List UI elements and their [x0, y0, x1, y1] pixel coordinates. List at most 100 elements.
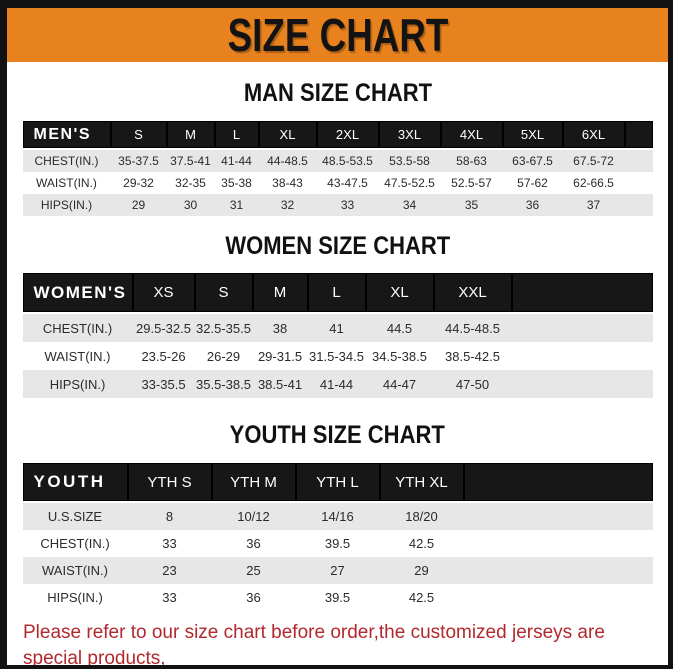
size-value: 38: [272, 320, 288, 336]
size-value: 8: [165, 509, 174, 524]
size-value: 36: [246, 536, 261, 551]
row-filler: [512, 313, 653, 342]
size-value: 42.5: [408, 590, 435, 605]
youth-section-heading-text: YOUTH SIZE CHART: [229, 421, 446, 449]
size-value: 29: [414, 563, 429, 578]
youth-section-heading: YOUTH SIZE CHART: [7, 421, 668, 449]
order-disclaimer-note: Please refer to our size chart before or…: [7, 620, 668, 669]
row-label: WAIST(IN.): [42, 563, 108, 578]
column-header: L: [307, 273, 366, 314]
youth-size-table: YOUTH YTH S YTH M YTH L YTH XL U.S.SIZE 8 10/1…: [22, 463, 653, 611]
column-header: 4XL: [440, 121, 503, 150]
youth-table-header-row: YOUTH YTH S YTH M YTH L YTH XL: [22, 463, 653, 503]
row-filler: [464, 530, 653, 557]
size-value: 31.5-34.5: [309, 348, 364, 364]
size-value: 30: [183, 198, 198, 212]
size-value: 67.5-72: [573, 154, 614, 168]
size-value: 41-44: [221, 154, 252, 168]
size-value: 35.5-38.5: [196, 376, 251, 392]
row-filler: [625, 172, 653, 194]
size-value: 18/20: [405, 509, 438, 524]
column-header: 5XL: [502, 121, 563, 150]
row-label: CHEST(IN.): [34, 154, 99, 168]
size-value: 29.5-32.5: [136, 320, 191, 336]
size-value: 23.5-26: [141, 348, 186, 364]
size-value: 43-47.5: [327, 176, 368, 190]
men-section-heading: MAN SIZE CHART: [7, 79, 668, 107]
size-value: 41: [329, 320, 344, 336]
size-value: 23: [162, 563, 177, 578]
size-value: 26-29: [206, 348, 241, 364]
table-row: WAIST(IN.) 23.5-26 26-29 29-31.5 31.5-34.5 34…: [22, 342, 653, 370]
row-label: HIPS(IN.): [49, 376, 106, 392]
row-label: HIPS(IN.): [47, 590, 103, 605]
column-header: 3XL: [378, 121, 441, 150]
size-value: 39.5: [324, 590, 351, 605]
size-value: 57-62: [517, 176, 548, 190]
table-row: WAIST(IN.) 29-32 32-35 35-38 38-43 43-47.5 47.…: [22, 172, 653, 194]
column-header: 2XL: [316, 121, 379, 150]
table-group-label: YOUTH: [22, 463, 128, 503]
column-header: XL: [365, 273, 434, 314]
row-filler: [512, 370, 653, 398]
table-row: U.S.SIZE 8 10/12 14/16 18/20: [22, 502, 653, 530]
column-header: XL: [258, 121, 317, 150]
column-header: S: [110, 121, 167, 150]
table-group-label: WOMEN'S: [22, 273, 133, 314]
column-header: YTH S: [127, 463, 212, 503]
row-filler: [464, 557, 653, 584]
column-header: 6XL: [562, 121, 625, 150]
size-value: 35-38: [221, 176, 252, 190]
table-row: WAIST(IN.) 23 25 27 29: [22, 557, 653, 584]
size-value: 33: [340, 198, 355, 212]
size-value: 52.5-57: [451, 176, 492, 190]
size-value: 25: [246, 563, 261, 578]
table-group-label: MEN'S: [22, 121, 111, 150]
disclaimer-line-1: Please refer to our size chart before or…: [23, 622, 605, 669]
size-value: 34: [402, 198, 417, 212]
header-filler: [463, 463, 653, 503]
column-header: YTH M: [211, 463, 296, 503]
table-row: HIPS(IN.) 33-35.5 35.5-38.5 38.5-41 41-44 44-…: [22, 370, 653, 398]
men-section-heading-text: MAN SIZE CHART: [243, 79, 432, 107]
men-size-table: MEN'S S M L XL 2XL 3XL 4XL 5XL 6XL CHEST(IN.) 35-3…: [22, 121, 653, 216]
table-row: HIPS(IN.) 33 36 39.5 42.5: [22, 584, 653, 611]
size-value: 35-37.5: [118, 154, 159, 168]
title-banner: SIZE CHART: [7, 8, 668, 62]
row-label: CHEST(IN.): [42, 320, 113, 336]
size-value: 29-31.5: [257, 348, 303, 364]
women-section-heading-text: WOMEN SIZE CHART: [225, 232, 450, 260]
column-header: YTH L: [295, 463, 380, 503]
size-value: 44.5-48.5: [445, 320, 500, 336]
size-value: 42.5: [408, 536, 435, 551]
row-label: HIPS(IN.): [40, 198, 93, 212]
size-value: 44-47: [382, 376, 417, 392]
row-filler: [625, 149, 653, 172]
size-value: 63-67.5: [512, 154, 553, 168]
row-filler: [464, 584, 653, 611]
size-value: 29-32: [123, 176, 154, 190]
men-table-header-row: MEN'S S M L XL 2XL 3XL 4XL 5XL 6XL: [22, 121, 653, 150]
row-label: WAIST(IN.): [36, 176, 97, 190]
size-value: 36: [246, 590, 261, 605]
column-header: YTH XL: [379, 463, 464, 503]
size-value: 31: [229, 198, 244, 212]
row-filler: [625, 194, 653, 216]
size-value: 36: [525, 198, 540, 212]
size-value: 47.5-52.5: [384, 176, 435, 190]
column-header: M: [166, 121, 215, 150]
page-title: SIZE CHART: [227, 9, 448, 61]
table-row: CHEST(IN.) 33 36 39.5 42.5: [22, 530, 653, 557]
column-header: XS: [132, 273, 195, 314]
size-value: 38.5-41: [257, 376, 303, 392]
row-filler: [512, 342, 653, 370]
size-value: 39.5: [324, 536, 351, 551]
header-filler: [511, 273, 653, 314]
size-value: 32.5-35.5: [196, 320, 251, 336]
column-header: M: [252, 273, 308, 314]
size-value: 62-66.5: [573, 176, 614, 190]
size-value: 53.5-58: [389, 154, 430, 168]
size-value: 33-35.5: [141, 376, 186, 392]
size-value: 27: [330, 563, 345, 578]
